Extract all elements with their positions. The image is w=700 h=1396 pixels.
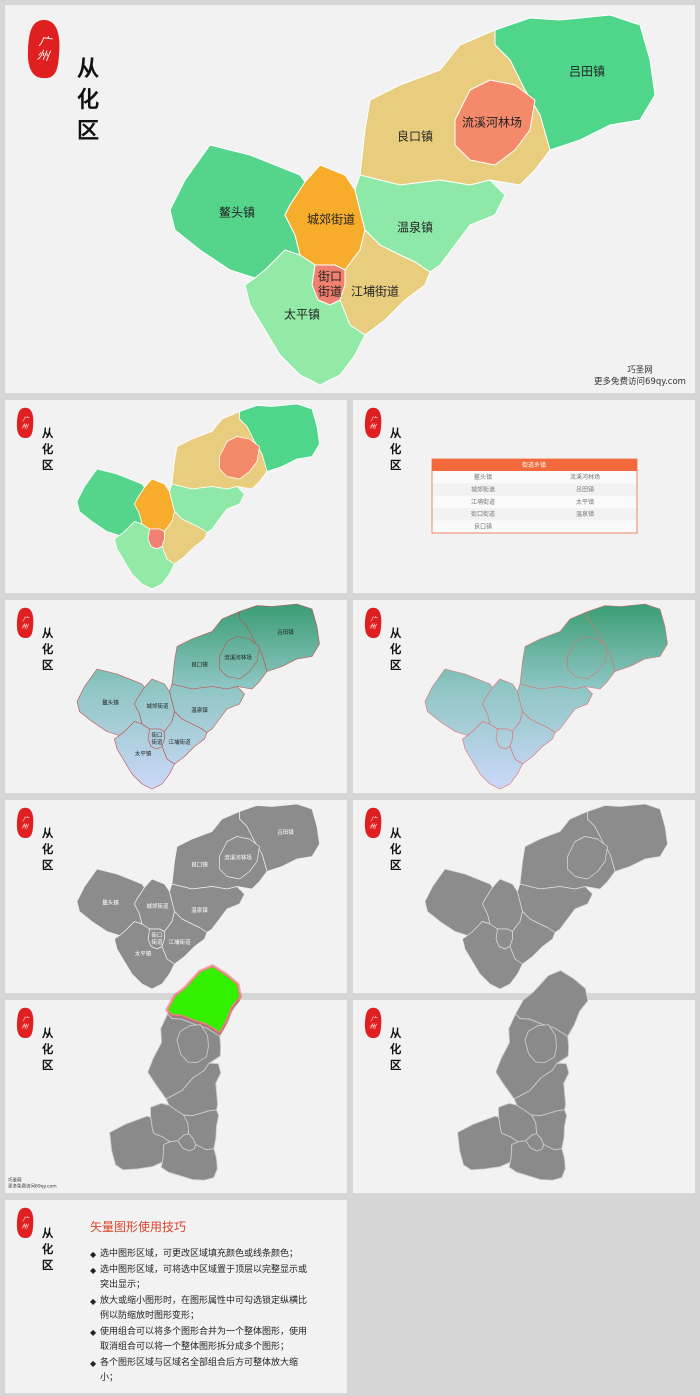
title: 从化区 — [389, 827, 403, 875]
seal-text: 广州 — [20, 1015, 29, 1031]
tip: 选中图形区域，可更改区域填充颜色或线条颜色； — [90, 1247, 315, 1263]
title: 从化区 — [41, 827, 55, 875]
seal-text: 广州 — [20, 615, 29, 631]
tips-title: 矢量图形使用技巧 — [90, 1220, 187, 1234]
table-row — [432, 520, 637, 533]
seal — [364, 407, 382, 439]
region-label: 街口街道 — [151, 731, 163, 746]
seal — [16, 1007, 34, 1039]
region-label: 流溪河林场 — [462, 116, 522, 130]
region-label: 街口街道 — [318, 269, 342, 298]
table-cell: 江埔街道 — [471, 498, 495, 506]
watermark-url: 更多免费访问69qy.com — [594, 376, 686, 387]
seal-text: 广州 — [368, 415, 377, 431]
seal-text: 广州 — [20, 815, 29, 831]
seal-text: 广州 — [34, 34, 53, 64]
region-label: 太平镇 — [284, 307, 320, 322]
seal — [364, 1007, 382, 1039]
region-label: 街口街道 — [151, 931, 163, 946]
region-label: 鳌头镇 — [219, 205, 255, 220]
tip: 使用组合可以将多个图形合并为一个整体图形，使用取消组合可以将一个整体图形拆分成多… — [90, 1325, 315, 1356]
seal — [364, 607, 382, 639]
seal — [16, 807, 34, 839]
title: 从化区 — [41, 427, 55, 475]
tips: 矢量图形使用技巧 选中图形区域，可更改区域填充颜色或线条颜色；选中图形区域，可将… — [90, 1218, 315, 1387]
table-row — [432, 508, 637, 521]
watermark-url: 更多免费访问69qy.com — [8, 1183, 57, 1190]
table-header-bg — [432, 459, 637, 471]
table-row — [432, 495, 637, 509]
tip: 选中图形区域，可将选中区域置于顶层以完整显示或突出显示； — [90, 1263, 315, 1294]
region-label: 鳌头镇 — [102, 899, 119, 907]
table-cell: 城郊街道 — [471, 485, 495, 493]
table-cell: 温泉镇 — [576, 510, 594, 518]
seal-text: 广州 — [20, 415, 29, 431]
seal-text: 广州 — [368, 615, 377, 631]
table-cell: 太平镇 — [576, 498, 594, 506]
title: 从化区 — [389, 1027, 403, 1075]
seal — [364, 807, 382, 839]
table-border — [431, 458, 638, 534]
seal-text: 广州 — [368, 815, 377, 831]
region-label: 江埔街道 — [168, 938, 191, 946]
seal — [27, 19, 60, 79]
region-label: 太平镇 — [135, 750, 152, 758]
region-label: 流溪河林场 — [224, 654, 252, 662]
region-label: 城郊街道 — [146, 702, 169, 710]
table-row — [432, 483, 637, 496]
watermark-site: 巧圣网 — [627, 366, 653, 376]
seal — [16, 1207, 34, 1239]
region-label: 江埔街道 — [168, 738, 191, 746]
table-cell: 流溪河林场 — [570, 473, 600, 481]
seal-text: 广州 — [368, 1015, 377, 1031]
title: 从化区 — [41, 1227, 55, 1275]
table-row — [432, 471, 637, 484]
region-label: 太平镇 — [135, 950, 152, 958]
tip: 放大或缩小图形时，在图形属性中可勾选锁定纵横比例以防缩放时图形变形； — [90, 1294, 315, 1325]
seal-text: 广州 — [20, 1215, 29, 1231]
table-cell: 鳌头镇 — [474, 473, 492, 481]
title: 从化区 — [41, 627, 55, 675]
region-label: 江埔街道 — [351, 285, 399, 299]
region-label: 良口镇 — [191, 661, 208, 669]
region-label: 流溪河林场 — [224, 854, 252, 862]
watermark-site: 巧圣网 — [8, 1177, 22, 1184]
title: 从化区 — [389, 627, 403, 675]
title: 从化区 — [389, 427, 403, 475]
title: 从化区 — [41, 1027, 55, 1075]
region-label: 良口镇 — [397, 129, 433, 144]
region-label: 良口镇 — [191, 861, 208, 869]
tip: 各个图形区域与区域名全部组合后方可整体放大缩小； — [90, 1356, 315, 1387]
table-header: 街道乡镇 — [522, 461, 546, 469]
region-label: 温泉镇 — [191, 906, 208, 914]
seal — [16, 607, 34, 639]
region-label: 吕田镇 — [277, 828, 294, 836]
seal — [16, 407, 34, 439]
table-cell: 良口镇 — [474, 523, 492, 531]
region-label: 城郊街道 — [307, 213, 355, 227]
region-label: 温泉镇 — [191, 706, 208, 714]
region-label: 温泉镇 — [397, 221, 433, 235]
table-cell: 吕田镇 — [576, 485, 594, 493]
region-label: 吕田镇 — [569, 65, 605, 79]
region-label: 吕田镇 — [277, 628, 294, 636]
region-label: 鳌头镇 — [102, 699, 119, 707]
title: 从化区 — [73, 57, 99, 150]
region-label: 城郊街道 — [146, 902, 169, 910]
table-cell: 街口街道 — [471, 510, 495, 518]
tips-list: 选中图形区域，可更改区域填充颜色或线条颜色；选中图形区域，可将选中区域置于顶层以… — [90, 1247, 315, 1387]
